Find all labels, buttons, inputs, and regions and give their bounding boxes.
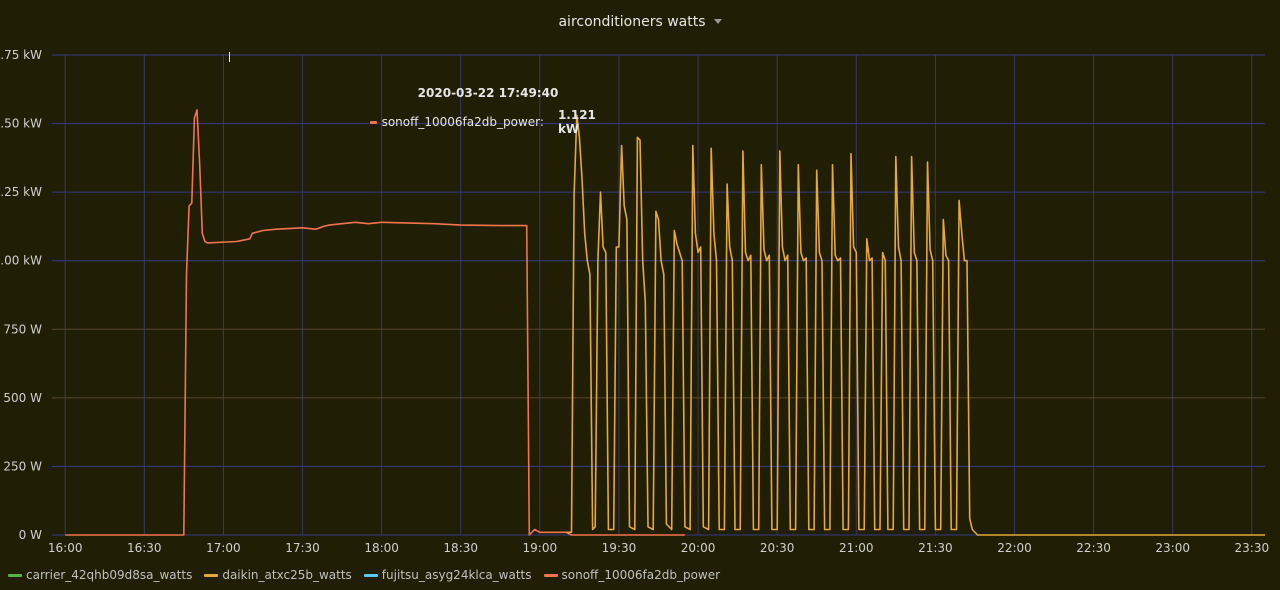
legend-swatch <box>8 573 22 577</box>
caret-down-icon[interactable] <box>713 18 722 24</box>
legend-item[interactable]: sonoff_10006fa2db_power <box>543 568 721 582</box>
x-tick-label: 22:30 <box>1076 541 1111 555</box>
series-line <box>566 114 1265 536</box>
x-tick-label: 21:00 <box>839 541 874 555</box>
x-tick-label: 17:30 <box>285 541 320 555</box>
legend-swatch <box>204 573 219 577</box>
tooltip-series-swatch <box>370 120 377 124</box>
chart-legend: carrier_42qhb09d8sa_watts daikin_atxc25b_… <box>8 568 720 582</box>
tooltip-time: 2020-03-22 17:49:40 <box>417 86 559 100</box>
legend-swatch <box>363 573 378 577</box>
x-tick-label: 18:30 <box>443 541 478 555</box>
y-tick-label: 500 W <box>3 391 42 405</box>
tooltip-series-name: sonoff_10006fa2db_power: <box>381 115 544 129</box>
tooltip-row: sonoff_10006fa2db_power: 1.121 kW <box>360 108 610 136</box>
y-tick-label: 250 W <box>3 459 42 473</box>
legend-label[interactable]: fujitsu_asyg24klca_watts <box>381 568 532 582</box>
y-tick-label: 1.50 kW <box>0 117 42 131</box>
panel-header[interactable]: airconditioners watts <box>0 14 1280 30</box>
y-tick-label: 750 W <box>3 322 42 336</box>
legend-item[interactable]: carrier_42qhb09d8sa_watts <box>8 568 192 582</box>
series-line <box>65 109 685 536</box>
text-cursor-icon <box>229 52 230 62</box>
x-tick-label: 20:30 <box>760 541 795 555</box>
x-tick-label: 19:30 <box>602 541 637 555</box>
x-tick-label: 22:00 <box>997 541 1032 555</box>
legend-item[interactable]: daikin_atxc25b_watts <box>204 568 352 582</box>
legend-swatch <box>543 573 558 577</box>
x-tick-label: 16:00 <box>48 541 83 555</box>
legend-label[interactable]: sonoff_10006fa2db_power <box>561 568 721 582</box>
y-tick-label: 1.25 kW <box>0 185 42 199</box>
x-tick-label: 23:30 <box>1235 541 1270 555</box>
y-tick-label: 0 W <box>19 528 42 542</box>
x-tick-label: 21:30 <box>918 541 953 555</box>
x-tick-label: 16:30 <box>127 541 162 555</box>
x-tick-label: 23:00 <box>1155 541 1190 555</box>
legend-label[interactable]: daikin_atxc25b_watts <box>222 568 352 582</box>
chart-tooltip: 2020-03-22 17:49:40 sonoff_10006fa2db_po… <box>360 86 610 136</box>
legend-item[interactable]: fujitsu_asyg24klca_watts <box>363 568 532 582</box>
x-tick-label: 20:00 <box>681 541 716 555</box>
legend-label[interactable]: carrier_42qhb09d8sa_watts <box>26 568 193 582</box>
x-tick-label: 17:00 <box>206 541 241 555</box>
panel-title[interactable]: airconditioners watts <box>558 14 706 30</box>
tooltip-value: 1.121 kW <box>557 108 596 136</box>
x-tick-label: 19:00 <box>523 541 558 555</box>
x-tick-label: 18:00 <box>364 541 399 555</box>
y-tick-label: 1.75 kW <box>0 48 42 62</box>
y-tick-label: 1.00 kW <box>0 254 42 268</box>
